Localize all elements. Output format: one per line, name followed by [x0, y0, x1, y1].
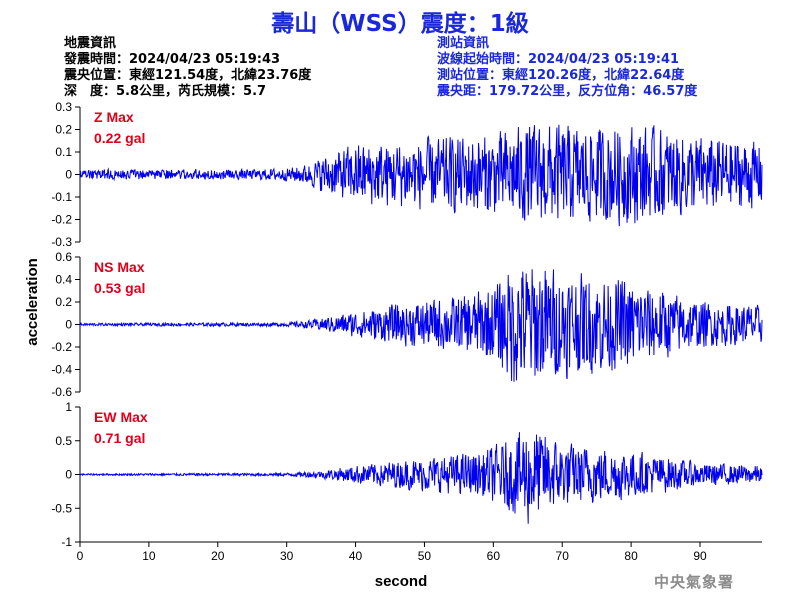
- page-title: 壽山（WSS）震度：1級: [271, 11, 529, 37]
- y-tick-label: -0.5: [51, 501, 72, 515]
- x-tick-label: 70: [556, 549, 570, 563]
- max-title-ew: EW Max: [94, 409, 148, 425]
- x-tick-label: 20: [211, 549, 225, 563]
- epicenter-location: 震央位置：東經121.54度，北緯23.76度: [64, 68, 312, 83]
- earthquake-info: 地震資訊 發震時間：2024/04/23 05:19:43 震央位置：東經121…: [64, 36, 311, 100]
- y-tick-label: -0.6: [51, 385, 72, 399]
- x-tick-label: 30: [280, 549, 294, 563]
- x-tick-label: 90: [693, 549, 707, 563]
- y-axis-title: acceleration: [24, 258, 41, 346]
- panel-ns: -0.6 -0.4 -0.2 0 0.2 0.4 0.6 NS Max 0.53 gal: [51, 250, 763, 399]
- x-tick-label: 10: [142, 549, 156, 563]
- y-tick-label: 0.6: [55, 250, 72, 264]
- waveform-z: [79, 124, 763, 227]
- y-tick-label: -0.1: [51, 190, 72, 204]
- panel-ew: -1 -0.5 0 0.5 1 EW Max 0.71 gal: [51, 400, 763, 549]
- x-tick-label: 40: [349, 549, 363, 563]
- max-title-ns: NS Max: [94, 259, 145, 275]
- max-title-z: Z Max: [94, 109, 134, 125]
- y-tick-label: 0: [65, 318, 72, 332]
- distance-azimuth: 震央距：179.72公里，反方位角：46.57度: [437, 84, 698, 99]
- y-tick-label: 0.4: [55, 273, 72, 287]
- x-tick-label: 50: [418, 549, 432, 563]
- y-tick-label: -0.2: [51, 340, 72, 354]
- y-tick-label: 0.5: [55, 434, 72, 448]
- x-tick-label: 60: [487, 549, 501, 563]
- max-value-ns: 0.53 gal: [94, 280, 145, 296]
- y-tick-label: 1: [65, 400, 72, 414]
- depth-magnitude: 深 度：5.8公里，芮氏規模：5.7: [64, 84, 267, 99]
- y-tick-label: -0.4: [51, 363, 72, 377]
- y-tick-label: 0: [65, 168, 72, 182]
- y-tick-label: 0: [65, 468, 72, 482]
- agency-footer: 中央氣象署: [654, 573, 735, 591]
- panel-z: -0.3 -0.2 -0.1 0 0.1 0.2 0.3 Z Max 0.22 gal: [51, 100, 763, 249]
- max-value-z: 0.22 gal: [94, 130, 145, 146]
- y-tick-label: 0.2: [55, 295, 72, 309]
- station-info-heading: 測站資訊: [437, 36, 490, 51]
- x-tick-label: 0: [77, 549, 84, 563]
- origin-time: 發震時間：2024/04/23 05:19:43: [64, 52, 281, 67]
- y-tick-label: 0.1: [55, 145, 72, 159]
- x-tick-label: 80: [624, 549, 638, 563]
- y-tick-label: -0.2: [51, 213, 72, 227]
- arrival-time: 波線起始時間：2024/04/23 05:19:41: [437, 52, 680, 67]
- max-value-ew: 0.71 gal: [94, 430, 145, 446]
- y-tick-label: 0.3: [55, 100, 72, 114]
- x-axis-title: second: [375, 573, 428, 590]
- station-location: 測站位置：東經120.26度，北緯22.64度: [437, 68, 685, 83]
- waveform-ew: [79, 432, 763, 524]
- waveform-ns: [79, 269, 763, 382]
- y-tick-label: -1: [61, 535, 72, 549]
- y-tick-label: -0.3: [51, 235, 72, 249]
- y-tick-label: 0.2: [55, 123, 72, 137]
- earthquake-info-heading: 地震資訊: [64, 36, 117, 51]
- station-info: 測站資訊 波線起始時間：2024/04/23 05:19:41 測站位置：東經1…: [437, 36, 697, 100]
